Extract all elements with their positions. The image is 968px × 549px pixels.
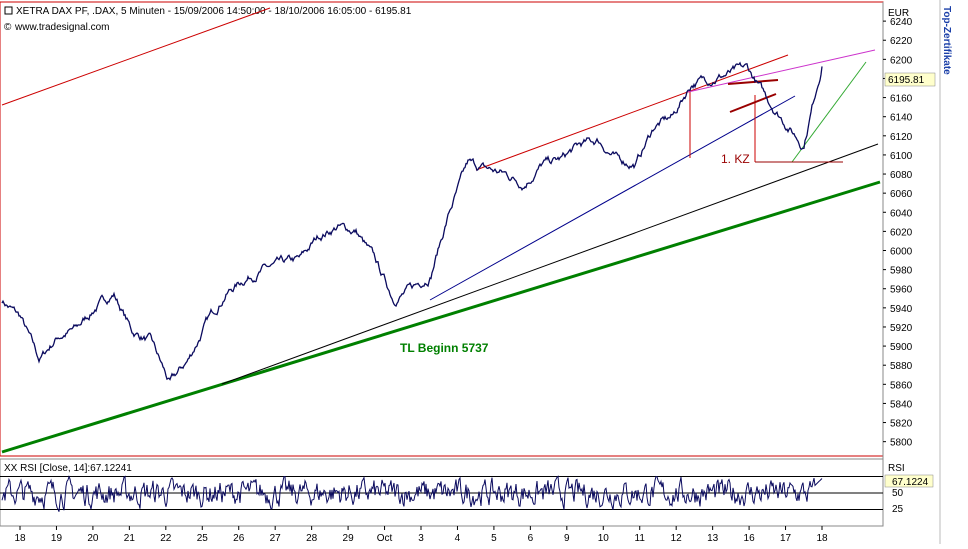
- x-tick-label: 10: [598, 533, 610, 544]
- x-tick-label: 19: [51, 533, 63, 544]
- x-tick-label: 9: [564, 533, 570, 544]
- y-tick-label: 6220: [890, 36, 913, 47]
- x-tick-label: 5: [491, 533, 497, 544]
- trendlines: [1, 7, 881, 454]
- x-tick-label: 29: [343, 533, 355, 544]
- tl-annotation: TL Beginn 5737: [400, 341, 489, 355]
- x-tick-label: 26: [233, 533, 245, 544]
- y-tick-label: 5900: [890, 342, 913, 353]
- x-tick-label: 21: [124, 533, 136, 544]
- y-axis: 5800 5820 5840 5860 5880 5900 5920 5940 5960 5980…: [883, 17, 913, 449]
- y-tick-label: 6020: [890, 227, 913, 238]
- current-value-label: 6195.81: [888, 75, 925, 86]
- tl-beginn-line: [1, 180, 881, 454]
- currency-label: EUR: [888, 8, 909, 19]
- x-tick-label: 27: [270, 533, 282, 544]
- rsi-series: [0, 475, 883, 512]
- rsi-title: XX RSI [Close, 14]:67.12241: [4, 463, 132, 474]
- x-tick-label: 4: [455, 533, 461, 544]
- x-axis: 18 19 20 21 22 25 26 27 28 29 Oct 3 4 5 6 9 10 11 12 13 16 17…: [14, 526, 828, 544]
- y-tick-label: 6100: [890, 151, 913, 162]
- x-tick-label: 3: [418, 533, 424, 544]
- x-tick-label: Oct: [377, 533, 393, 544]
- y-tick-label: 6160: [890, 94, 913, 105]
- rsi-line: [1, 475, 823, 512]
- x-tick-label: 25: [197, 533, 209, 544]
- channel-lower-line: [429, 95, 796, 301]
- flag-lower-line: [729, 93, 777, 113]
- y-tick-label: 5860: [890, 380, 913, 391]
- x-tick-label: 11: [635, 533, 646, 544]
- kz-annotation: 1. KZ: [721, 152, 750, 166]
- rsi-axis-label: RSI: [888, 463, 905, 474]
- top-line: [687, 49, 876, 93]
- header-checkbox-icon[interactable]: [4, 6, 13, 15]
- x-tick-label: 18: [14, 533, 26, 544]
- copyright-icon: ©: [4, 22, 12, 33]
- x-tick-label: 6: [528, 533, 534, 544]
- price-line: [1, 61, 823, 381]
- y-tick-label: 5800: [890, 438, 913, 449]
- rsi-tick-50: 50: [892, 488, 904, 499]
- y-tick-label: 6240: [890, 17, 913, 28]
- y-tick-label: 6080: [890, 170, 913, 181]
- price-series: [1, 61, 823, 381]
- main-panel-frame: [0, 1, 884, 457]
- rsi-value-box: [884, 474, 934, 488]
- y-tick-label: 5980: [890, 266, 913, 277]
- side-strip-label: Top-Zertifikate: [941, 6, 952, 75]
- chart-title: XETRA DAX PF, .DAX, 5 Minuten - 15/09/20…: [16, 6, 412, 17]
- x-tick-label: 28: [306, 533, 318, 544]
- x-tick-label: 22: [160, 533, 172, 544]
- y-tick-label: 6040: [890, 208, 913, 219]
- x-tick-label: 12: [671, 533, 683, 544]
- source-label: www.tradesignal.com: [14, 22, 109, 33]
- y-tick-label: 5920: [890, 323, 913, 334]
- current-value-box: [884, 72, 936, 87]
- x-tick-label: 17: [780, 533, 792, 544]
- channel-upper-line: [475, 54, 789, 171]
- y-tick-label: 6060: [890, 189, 913, 200]
- y-tick-label: 6140: [890, 113, 913, 124]
- x-tick-label: 16: [744, 533, 756, 544]
- x-tick-label: 20: [87, 533, 99, 544]
- flag-upper-line: [727, 79, 779, 85]
- x-tick-label: 13: [707, 533, 719, 544]
- outer-channel-line: [1, 7, 271, 106]
- y-tick-label: 6120: [890, 132, 913, 143]
- rsi-tick-25: 25: [892, 504, 904, 515]
- y-tick-label: 6000: [890, 247, 913, 258]
- y-tick-label: 6200: [890, 55, 913, 66]
- y-tick-label: 5840: [890, 399, 913, 410]
- y-tick-label: 5880: [890, 361, 913, 372]
- support-line: [221, 143, 879, 385]
- rsi-value-label: 67.1224: [892, 477, 929, 488]
- y-tick-label: 5940: [890, 304, 913, 315]
- y-tick-label: 5960: [890, 285, 913, 296]
- y-tick-label: 5820: [890, 419, 913, 430]
- x-tick-label: 18: [816, 533, 828, 544]
